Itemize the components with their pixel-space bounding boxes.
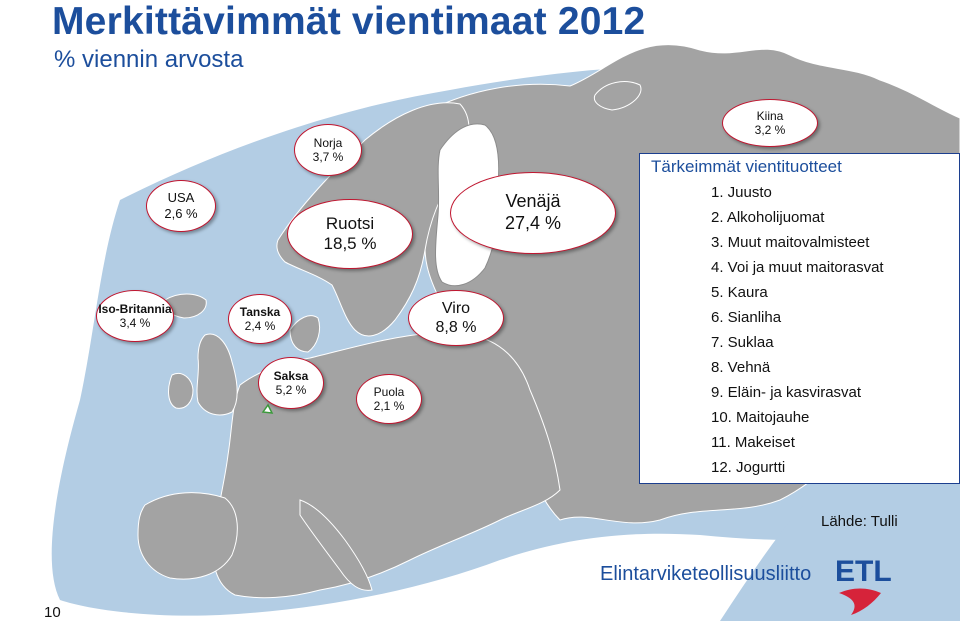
list-item: 10. Maitojauhe <box>711 409 810 426</box>
denmark-land <box>289 315 321 353</box>
list-item: 2. Alkoholijuomat <box>711 209 825 226</box>
bubble-saksa: Saksa 5,2 % <box>258 357 324 409</box>
bubble-value: 2,6 % <box>164 206 198 221</box>
logo-text: ETL <box>835 555 892 588</box>
export-products-box: Tärkeimmät vientituotteet 1. Juusto 2. A… <box>639 153 960 484</box>
bubble-usa: USA 2,6 % <box>146 180 216 232</box>
bubble-viro: Viro 8,8 % <box>408 290 504 346</box>
etl-logo-icon: ETL <box>835 555 892 615</box>
list-item: 8. Vehnä <box>711 359 771 376</box>
bubble-norja: Norja 3,7 % <box>294 124 362 176</box>
products-list: 1. Juusto 2. Alkoholijuomat 3. Muut mait… <box>711 183 884 483</box>
bubble-kiina: Kiina 3,2 % <box>722 99 818 147</box>
bubble-name: Iso-Britannia <box>98 301 172 316</box>
italy-land <box>299 499 373 591</box>
logo-swoosh <box>839 588 881 615</box>
bubble-value: 3,2 % <box>754 123 786 137</box>
bubble-value: 2,4 % <box>244 319 276 333</box>
list-item: 4. Voi ja muut maitorasvat <box>711 259 884 276</box>
bubble-value: 3,7 % <box>312 150 344 164</box>
bubble-puola: Puola 2,1 % <box>356 374 422 424</box>
slide-title: Merkittävimmät vientimaat 2012 <box>52 0 646 43</box>
bubble-name: Kiina <box>756 108 784 123</box>
bubble-value: 27,4 % <box>504 213 562 233</box>
list-item: 7. Suklaa <box>711 334 774 351</box>
list-item: 3. Muut maitovalmisteet <box>711 234 870 251</box>
brand-name: Elintarviketeollisuusliitto <box>600 563 812 585</box>
bubble-name: Puola <box>373 384 405 399</box>
source-note: Lähde: Tulli <box>821 513 898 530</box>
slide-subtitle: % viennin arvosta <box>54 46 244 73</box>
bubble-value: 18,5 % <box>323 234 377 253</box>
bubble-tanska: Tanska 2,4 % <box>228 294 292 344</box>
list-item: 6. Sianliha <box>711 309 782 326</box>
list-item: 5. Kaura <box>711 284 768 301</box>
sea-bottom-right <box>720 465 960 621</box>
bubble-ruotsi: Ruotsi 18,5 % <box>287 199 413 269</box>
bubble-name: Tanska <box>239 304 281 319</box>
iberia-land <box>137 492 238 580</box>
list-item: 12. Jogurtti <box>711 459 786 476</box>
bubble-value: 8,8 % <box>435 319 477 336</box>
list-item: 9. Eläin- ja kasvirasvat <box>711 384 862 401</box>
bubble-venaja: Venäjä 27,4 % <box>450 172 616 254</box>
bubble-name: Venäjä <box>505 191 561 212</box>
bubble-value: 2,1 % <box>373 399 405 413</box>
great-britain-land <box>196 333 238 416</box>
netherlands-marker <box>261 403 274 414</box>
list-item: 11. Makeiset <box>711 434 795 451</box>
bubble-iso-britannia: Iso-Britannia 3,4 % <box>96 290 174 342</box>
novaya-zemlya-land <box>593 81 642 111</box>
list-item: 1. Juusto <box>711 184 772 201</box>
bubble-name: Norja <box>313 135 343 150</box>
bubble-name: Ruotsi <box>325 213 375 233</box>
bubble-name: Viro <box>441 299 471 317</box>
page-number: 10 <box>44 604 61 621</box>
bubble-value: 3,4 % <box>119 316 151 330</box>
bubble-value: 5,2 % <box>275 383 307 397</box>
bubble-name: USA <box>167 190 195 206</box>
ireland-land <box>168 373 194 409</box>
bubble-name: Saksa <box>273 368 309 383</box>
products-title: Tärkeimmät vientituotteet <box>651 157 842 176</box>
